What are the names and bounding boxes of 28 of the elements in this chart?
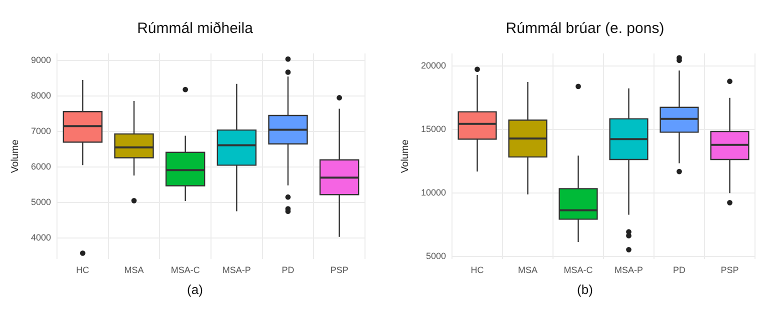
text: (b) [577,282,593,299]
y-tick-label: 5000 [426,251,446,262]
x-tick-label: MSA-P [614,265,644,276]
y-tick-label: 6000 [30,161,52,172]
y-tick-label: 7000 [30,126,52,136]
x-tick-label: MSA [518,265,538,276]
y-axis-title: Volume [400,139,411,173]
y-axis-title: Volume [10,139,21,173]
text: (a) [187,282,203,299]
x-tick-label: HC [470,265,484,276]
x-tick-label: PSP [330,265,348,276]
x-tick-label: MSA-C [564,265,594,276]
y-tick-label: 5000 [30,196,52,207]
chart-title: Rúmmál miðheila [137,20,253,39]
x-tick-label: PD [673,265,686,276]
y-tick-label: 10000 [420,188,446,198]
y-tick-label: 20000 [420,60,446,71]
y-tick-label: 15000 [420,124,446,134]
x-tick-label: MSA-P [222,265,251,276]
x-tick-label: PD [282,265,295,276]
x-tick-label: MSA-C [170,265,200,276]
x-tick-label: HC [76,265,90,276]
chart-title: Rúmmál brúar (e. pons) [506,20,664,39]
x-tick-label: PSP [720,265,739,276]
y-tick-label: 8000 [30,90,52,100]
y-tick-label: 9000 [30,54,52,65]
y-tick-label: 4000 [30,232,52,242]
x-tick-label: MSA [124,265,144,276]
